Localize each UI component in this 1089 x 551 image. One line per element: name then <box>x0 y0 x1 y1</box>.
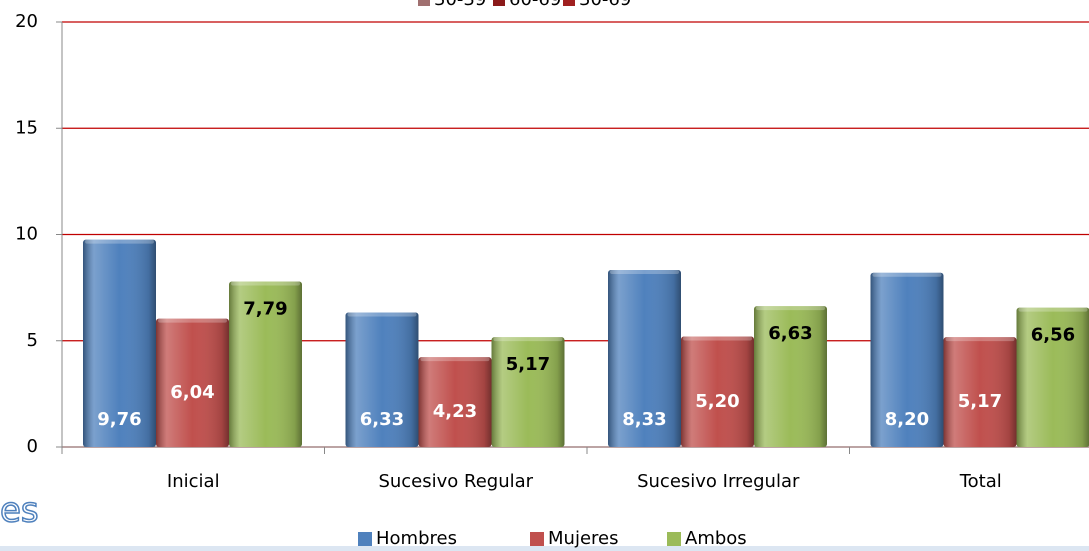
legend-label: Mujeres <box>548 528 618 549</box>
data-label: 8,20 <box>885 409 929 430</box>
bar-cap <box>872 272 942 277</box>
y-tick-label: 5 <box>27 330 38 351</box>
bar-shade <box>754 306 827 447</box>
data-label: 5,17 <box>958 391 1002 412</box>
data-label: 6,04 <box>170 382 214 403</box>
bar-cap <box>1018 307 1088 312</box>
bar-shade <box>681 336 754 447</box>
x-tick-label: Total <box>959 471 1002 492</box>
bar-cap <box>756 306 825 311</box>
data-label: 6,33 <box>360 409 404 430</box>
data-label: 8,33 <box>622 409 666 430</box>
y-tick-label: 20 <box>15 11 38 32</box>
bar-cap <box>683 336 752 341</box>
bar-shade <box>345 312 419 447</box>
y-tick-label: 15 <box>15 117 38 138</box>
legend-swatch <box>418 0 430 6</box>
bar-shade <box>229 281 302 447</box>
bar-shade <box>943 337 1017 447</box>
legend-label: 30-69 <box>579 0 631 10</box>
y-tick-label: 0 <box>27 436 38 457</box>
bar-shade <box>418 357 492 447</box>
bar-cap <box>945 337 1015 342</box>
legend-swatch <box>563 0 575 6</box>
data-label: 9,76 <box>97 409 141 430</box>
bar-cap <box>158 318 227 323</box>
bar-cap <box>493 337 563 342</box>
x-tick-label: Sucesivo Irregular <box>637 471 800 492</box>
legend-label: 60-69 <box>509 0 561 10</box>
legend-swatch <box>493 0 505 6</box>
data-label: 4,23 <box>433 401 477 422</box>
data-label: 6,56 <box>1031 325 1075 346</box>
bar-cap <box>610 269 679 274</box>
legend-swatch <box>667 532 681 546</box>
bar-shade <box>491 337 565 447</box>
x-tick-label: Inicial <box>167 471 220 492</box>
bar-shade <box>1016 307 1089 447</box>
bar-cap <box>420 357 490 362</box>
fragment-text: es <box>0 491 39 531</box>
legend-swatch <box>358 532 372 546</box>
bar-cap <box>85 239 154 244</box>
data-label: 5,17 <box>506 354 550 375</box>
bar-shade <box>83 239 156 447</box>
legend-label: Ambos <box>685 528 747 549</box>
legend-label: Hombres <box>376 528 457 549</box>
bar-shade <box>156 318 229 447</box>
bar-cap <box>347 312 417 317</box>
y-tick-label: 10 <box>15 224 38 245</box>
data-label: 7,79 <box>243 298 287 319</box>
bottom-strip <box>0 546 1089 551</box>
legend-swatch <box>530 532 544 546</box>
data-label: 5,20 <box>695 391 739 412</box>
bar-shade <box>608 269 681 447</box>
x-tick-label: Sucesivo Regular <box>378 471 533 492</box>
legend-label: 30-39 <box>434 0 486 10</box>
data-label: 6,63 <box>768 323 812 344</box>
bar-shade <box>870 272 944 447</box>
bar-cap <box>231 281 300 286</box>
